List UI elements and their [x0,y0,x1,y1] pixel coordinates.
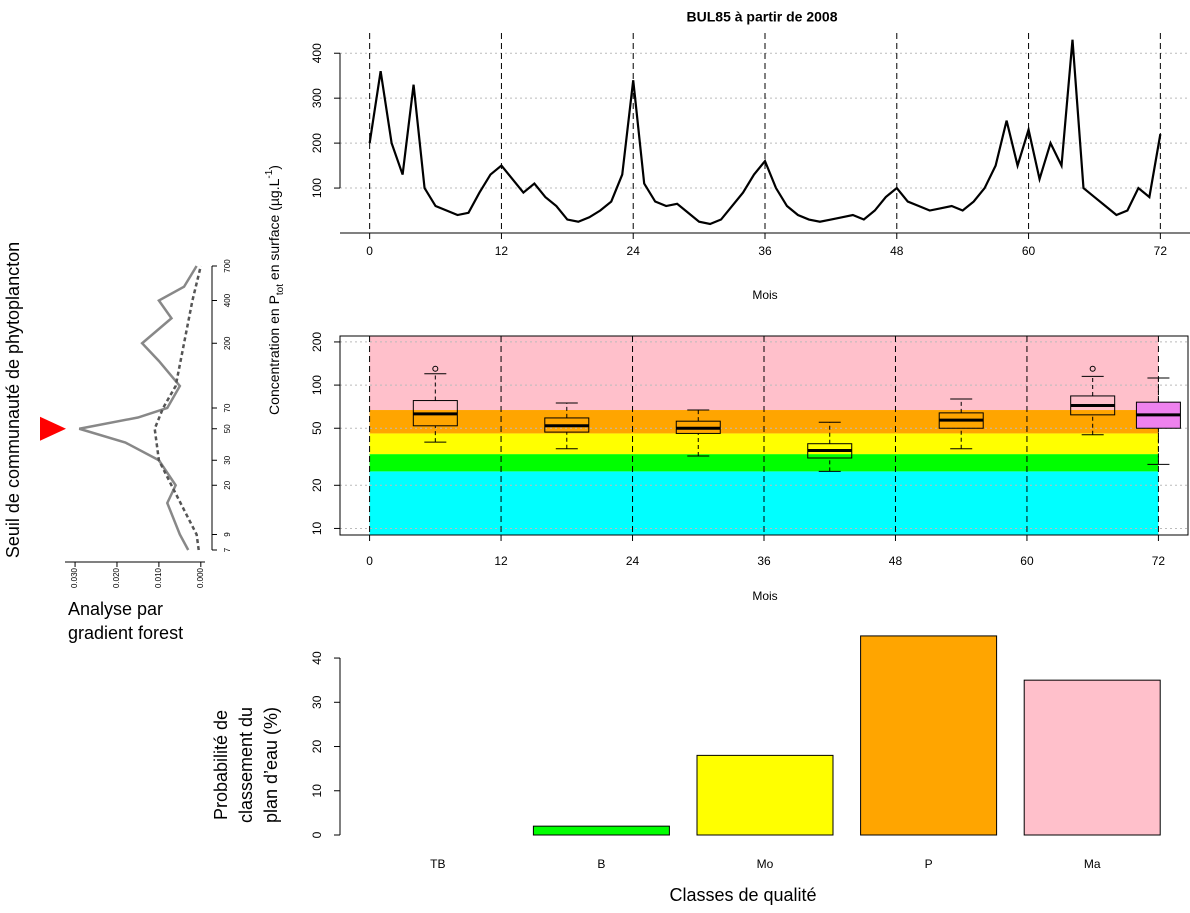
y-tick-label: 400 [310,43,324,63]
x-tick-label: 0.000 [196,567,205,588]
x-tick-label: Ma [1084,857,1101,871]
y-tick-label: 200 [223,336,232,350]
y-tick-label: 30 [310,695,324,709]
y-tick-label: 70 [223,403,232,412]
x-tick-label: B [597,857,605,871]
density-curve [78,265,198,551]
y-axis-label: Concentration en Ptot en surface (µg.L-1… [264,165,286,415]
y-tick-label: 100 [310,178,324,198]
y-tick-label: 300 [310,88,324,108]
bar [860,635,998,836]
y-tick-label: 30 [223,455,232,464]
x-tick-label: 24 [627,244,641,258]
x-tick-label: 48 [889,554,903,568]
y-tick-label: 7 [223,547,232,552]
x-tick-label: 0 [366,244,373,258]
line-series [368,39,1162,226]
y-axis-label-part: en surface (µg.L [266,178,282,284]
x-tick-label: P [925,857,933,871]
y-axis-label-part: ) [266,165,282,170]
outlier [432,365,439,372]
y-tick-label: 10 [310,521,324,535]
y-tick-label: 200 [310,332,324,352]
y-axis-label: Probabilité de [211,710,231,820]
x-tick-label: 0.030 [70,567,79,588]
plot-frame [339,335,1189,536]
x-tick-label: 72 [1152,554,1166,568]
caption: gradient forest [68,623,183,643]
bar [1023,679,1161,836]
caption: Analyse par [68,599,163,619]
y-axis-label: Seuil de communauté de phytoplancton [3,242,23,558]
y-axis-label-part: tot [275,284,286,295]
threshold-marker [40,416,66,441]
y-tick-label: 20 [310,740,324,754]
x-tick-label: 72 [1154,244,1168,258]
x-tick-label: 60 [1022,244,1036,258]
x-axis-label: Classes de qualité [669,885,816,905]
chart-title: BUL85 à partir de 2008 [687,9,838,25]
y-tick-label: 50 [310,421,324,435]
y-axis-label: plan d’eau (%) [261,707,281,823]
y-tick-label: 400 [223,293,232,307]
x-tick-label: 60 [1020,554,1034,568]
bar [696,754,834,836]
y-tick-label: 10 [310,784,324,798]
x-tick-label: TB [430,857,445,871]
x-tick-label: 36 [757,554,771,568]
x-axis-label: Mois [752,288,777,302]
y-tick-label: 9 [223,532,232,537]
y-tick-label: 40 [310,651,324,665]
x-tick-label: 0.020 [112,567,121,588]
y-tick-label: 20 [223,480,232,489]
x-tick-label: 0.010 [154,567,163,588]
y-tick-label: 200 [310,133,324,153]
x-tick-label: 12 [495,244,509,258]
x-tick-label: 0 [366,554,373,568]
x-tick-label: Mo [757,857,774,871]
bar [532,825,670,836]
y-tick-label: 50 [223,424,232,433]
y-axis-label-part: -1 [264,169,275,178]
y-tick-label: 0 [310,831,324,838]
outlier [1089,365,1096,372]
x-tick-label: 12 [494,554,508,568]
y-tick-label: 20 [310,478,324,492]
x-tick-label: 36 [758,244,772,258]
x-tick-label: 24 [626,554,640,568]
density-curve [153,265,203,551]
y-axis-label-part: Concentration en P [266,295,282,415]
quality-band [369,454,1159,472]
y-tick-label: 100 [310,375,324,395]
x-tick-label: 48 [890,244,904,258]
y-axis-label: classement du [236,707,256,823]
x-axis-label: Mois [752,589,777,603]
y-tick-label: 700 [223,259,232,273]
